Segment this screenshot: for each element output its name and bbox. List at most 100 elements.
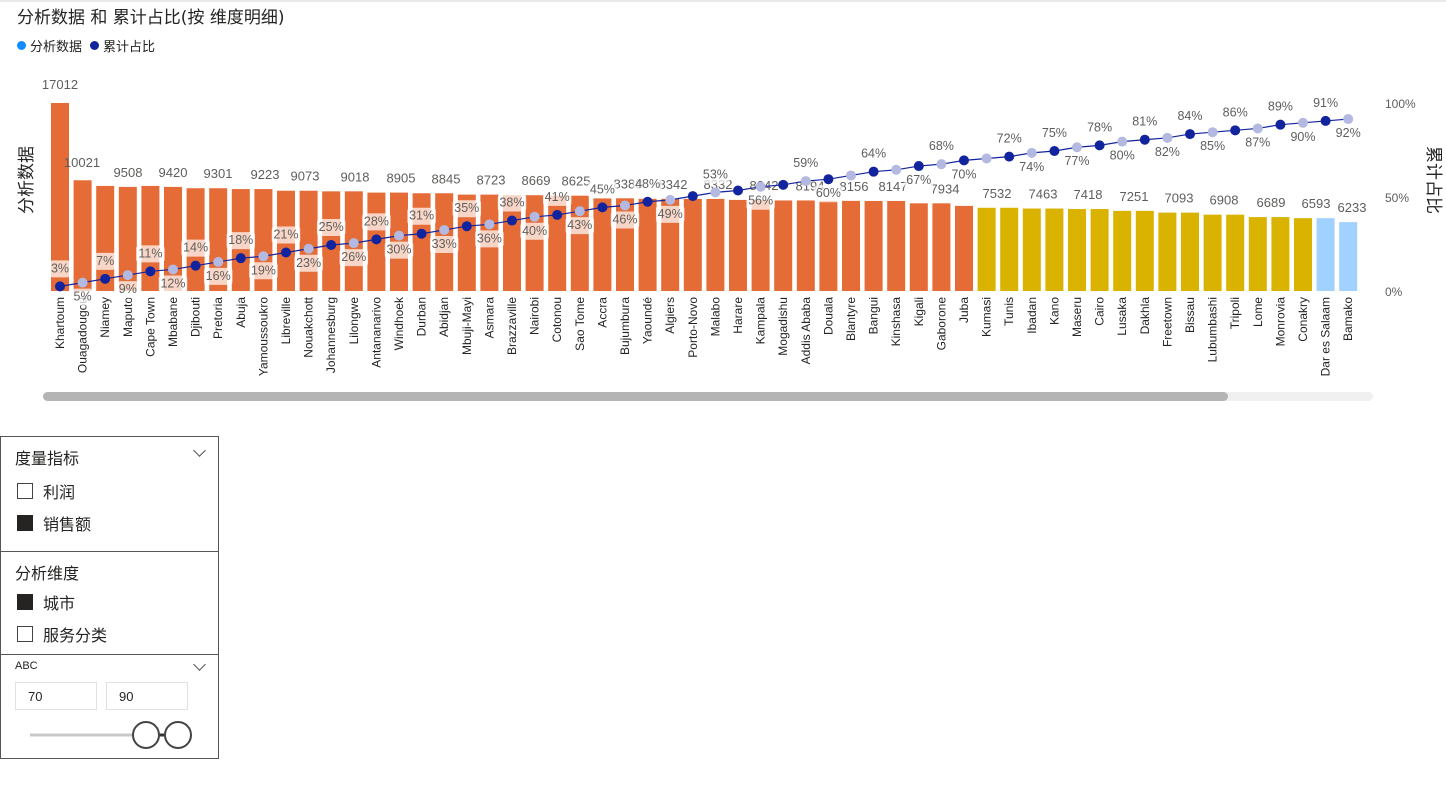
range-slider-min-handle[interactable] (132, 721, 160, 749)
cumulative-point[interactable] (416, 228, 427, 239)
bar[interactable] (593, 198, 612, 291)
cumulative-point[interactable] (348, 238, 359, 249)
range-min-input[interactable]: 70 (15, 682, 97, 710)
bar[interactable] (1181, 212, 1199, 291)
bar[interactable] (864, 200, 883, 291)
cumulative-point[interactable] (597, 202, 608, 213)
bar[interactable] (1158, 212, 1177, 291)
bar[interactable] (1135, 210, 1154, 291)
cumulative-point[interactable] (1298, 117, 1308, 128)
bar[interactable] (887, 200, 906, 291)
cumulative-point[interactable] (1094, 140, 1105, 151)
cumulative-point[interactable] (507, 215, 517, 226)
cumulative-point[interactable] (936, 159, 947, 170)
cumulative-point[interactable] (1139, 134, 1150, 145)
cumulative-point[interactable] (959, 155, 969, 166)
bar[interactable] (1045, 208, 1064, 291)
cumulative-point[interactable] (913, 161, 924, 172)
bar[interactable] (1000, 207, 1019, 291)
bar[interactable] (1113, 210, 1132, 291)
range-max-input[interactable]: 90 (106, 682, 188, 710)
cumulative-point[interactable] (326, 240, 337, 250)
cumulative-point[interactable] (100, 273, 111, 284)
cumulative-point[interactable] (1252, 123, 1263, 134)
bar[interactable] (548, 195, 567, 291)
bar[interactable] (796, 200, 815, 291)
cumulative-point[interactable] (258, 251, 269, 262)
cumulative-point[interactable] (1230, 125, 1241, 136)
checkbox-icon[interactable] (17, 483, 33, 499)
bar[interactable] (842, 200, 860, 291)
chart-scrollbar-thumb[interactable] (43, 392, 1228, 401)
bar[interactable] (186, 188, 205, 291)
slicer-option-sales[interactable]: 销售额 (1, 507, 218, 539)
bar[interactable] (977, 207, 996, 291)
bar[interactable] (706, 198, 725, 291)
bar[interactable] (1294, 218, 1312, 291)
cumulative-point[interactable] (235, 253, 246, 264)
cumulative-point[interactable] (800, 176, 811, 187)
cumulative-point[interactable] (1026, 147, 1037, 158)
cumulative-point[interactable] (145, 266, 156, 277)
legend-item-bars[interactable]: 分析数据 (17, 36, 82, 55)
cumulative-point[interactable] (733, 185, 743, 196)
cumulative-point[interactable] (642, 196, 653, 207)
bar[interactable] (164, 186, 182, 291)
bar[interactable] (1226, 214, 1245, 291)
cumulative-point[interactable] (891, 164, 902, 175)
bar[interactable] (819, 200, 838, 291)
cumulative-point[interactable] (484, 219, 495, 230)
cumulative-point[interactable] (687, 191, 698, 202)
bar[interactable] (909, 203, 928, 291)
checkbox-icon[interactable] (17, 626, 33, 642)
cumulative-point[interactable] (529, 211, 540, 222)
bar[interactable] (1022, 208, 1041, 291)
bar[interactable] (751, 199, 770, 291)
bar[interactable] (774, 200, 793, 291)
cumulative-point[interactable] (823, 174, 834, 185)
cumulative-point[interactable] (1207, 127, 1218, 138)
cumulative-point[interactable] (868, 166, 879, 177)
bar[interactable] (683, 198, 702, 291)
bar[interactable] (1316, 218, 1335, 291)
cumulative-point[interactable] (1162, 132, 1173, 143)
cumulative-point[interactable] (710, 187, 721, 198)
cumulative-point[interactable] (846, 170, 856, 181)
checkbox-checked-icon[interactable] (17, 515, 33, 531)
cumulative-point[interactable] (1117, 136, 1128, 147)
cumulative-point[interactable] (981, 153, 992, 164)
bar[interactable] (955, 205, 973, 291)
range-slider[interactable] (0, 715, 219, 755)
cumulative-point[interactable] (439, 224, 450, 235)
cumulative-point[interactable] (1320, 115, 1331, 126)
legend-item-line[interactable]: 累计占比 (90, 36, 155, 55)
cumulative-point[interactable] (303, 243, 314, 254)
cumulative-point[interactable] (77, 277, 88, 288)
bar[interactable] (1248, 217, 1267, 291)
cumulative-point[interactable] (1275, 119, 1286, 130)
cumulative-point[interactable] (55, 281, 65, 292)
cumulative-point[interactable] (394, 230, 404, 241)
bar[interactable] (1203, 214, 1222, 291)
bar[interactable] (729, 199, 747, 291)
slicer-option-service[interactable]: 服务分类 (1, 618, 218, 650)
checkbox-checked-icon[interactable] (17, 594, 33, 610)
bar[interactable] (1068, 209, 1086, 291)
bar[interactable] (525, 195, 544, 291)
bar[interactable] (141, 185, 160, 291)
bar[interactable] (51, 103, 69, 291)
bar[interactable] (457, 194, 476, 291)
bar[interactable] (299, 190, 318, 291)
cumulative-point[interactable] (281, 247, 291, 258)
cumulative-point[interactable] (620, 200, 630, 211)
bar[interactable] (73, 180, 92, 291)
cumulative-point[interactable] (122, 270, 133, 281)
bar[interactable] (1271, 217, 1290, 291)
slicer-option-profit[interactable]: 利润 (1, 475, 218, 507)
cumulative-point[interactable] (1343, 114, 1354, 125)
cumulative-point[interactable] (168, 264, 178, 275)
cumulative-point[interactable] (461, 221, 472, 232)
bar[interactable] (638, 198, 657, 291)
cumulative-point[interactable] (552, 209, 563, 220)
bar[interactable] (118, 186, 137, 291)
